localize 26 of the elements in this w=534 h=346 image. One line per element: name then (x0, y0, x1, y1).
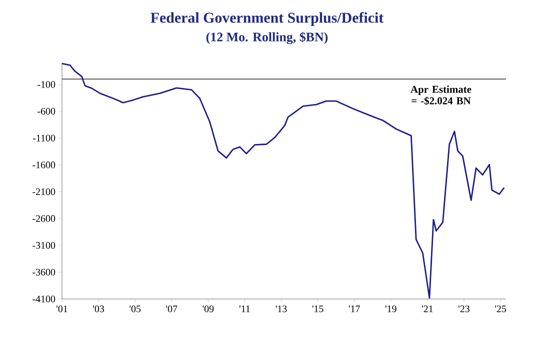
x-tick-label: '03 (93, 306, 104, 312)
x-tick-label: '19 (385, 306, 396, 312)
x-tick-label: '09 (202, 306, 214, 312)
x-tick-label: '23 (458, 306, 470, 312)
y-tick-label: -4100 (32, 296, 56, 302)
y-tick-label: -2600 (32, 215, 56, 222)
y-tick-label: -3600 (32, 268, 56, 276)
x-tick-label: '17 (348, 306, 360, 312)
y-tick-label: -1600 (32, 162, 56, 168)
line-series (61, 62, 505, 299)
x-tick-label: '25 (495, 306, 506, 312)
y-tick-label: -600 (38, 108, 56, 115)
y-tick-label: -3100 (32, 242, 56, 249)
y-tick-label: -100 (38, 81, 56, 88)
x-tick-label: '11 (239, 306, 250, 312)
x-tick-label: '05 (130, 306, 141, 312)
x-tick-label: '13 (276, 306, 287, 312)
x-tick-label: '15 (312, 306, 324, 312)
y-tick-label: -1100 (32, 134, 56, 142)
x-tick-label: '07 (166, 306, 178, 312)
chart-title: Federal Government Surplus/Deficit (150, 12, 384, 26)
chart-subtitle: (12 Mo. Rolling, $BN) (206, 32, 328, 44)
annotation: Apr Estimate = -$2.024 BN (410, 86, 472, 106)
y-tick-label: -2100 (32, 188, 56, 196)
x-tick-label: '01 (56, 306, 68, 312)
x-tick-label: '21 (422, 306, 433, 312)
